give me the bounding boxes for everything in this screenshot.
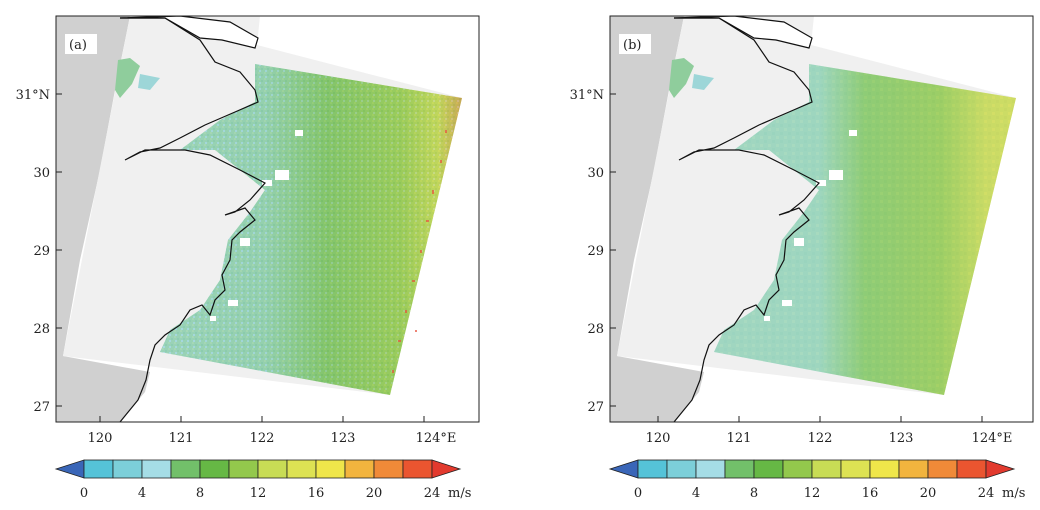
coastline [119, 17, 266, 422]
colorbar-segment [811, 459, 842, 479]
map-panel-a: (a) 31°N 30 29 28 27 120 121 122 123 124… [16, 15, 480, 501]
wind-field-texture [714, 64, 1016, 395]
land-area [610, 16, 704, 422]
x-tick-label: 120 [646, 431, 671, 446]
x-tick-label: 121 [169, 431, 194, 446]
colorbar-tick-label: 20 [366, 486, 383, 501]
x-tick-label: 123 [889, 431, 914, 446]
colorbar-segment [956, 459, 987, 479]
colorbar [608, 459, 1016, 479]
colorbar-unit: m/s [1002, 486, 1025, 501]
x-tick-label: 122 [250, 431, 275, 446]
map-frame [55, 15, 480, 423]
y-axis: 31°N 30 29 28 27 [570, 88, 616, 415]
y-tick-label: 27 [587, 400, 604, 415]
estuary-patch [115, 58, 140, 98]
wind-field-texture [160, 64, 462, 395]
x-tick-label: 124°E [416, 431, 457, 446]
colorbar-low-extend [608, 459, 639, 479]
y-tick-label: 28 [587, 322, 604, 337]
x-tick-label: 122 [808, 431, 833, 446]
colorbar-segment [753, 459, 784, 479]
land-area [56, 16, 150, 422]
x-tick-label: 121 [727, 431, 752, 446]
map-frame [609, 15, 1034, 423]
y-tick-label: 29 [33, 244, 50, 259]
coastline [673, 17, 820, 422]
y-tick-label: 31°N [570, 88, 604, 103]
colorbar-tick-label: 20 [920, 486, 937, 501]
colorbar-segment [286, 459, 317, 479]
colorbar-high-extend [431, 459, 462, 479]
colorbar-unit: m/s [448, 486, 471, 501]
colorbar-tick-label: 8 [750, 486, 758, 501]
colorbar-segment [315, 459, 346, 479]
island-speckles [210, 130, 303, 321]
estuary-patch-2 [692, 74, 714, 90]
y-tick-label: 27 [33, 400, 50, 415]
colorbar-segment [869, 459, 900, 479]
x-tick-label: 123 [331, 431, 356, 446]
colorbar-tick-label: 4 [692, 486, 700, 501]
y-tick-label: 28 [33, 322, 50, 337]
colorbar-segment [840, 459, 871, 479]
x-tick-label: 124°E [972, 431, 1013, 446]
colorbar-segment [637, 459, 668, 479]
colorbar-segment [898, 459, 929, 479]
colorbar-segment [141, 459, 172, 479]
colorbar-segment [83, 459, 114, 479]
colorbar-low-extend [54, 459, 85, 479]
estuary-patch-2 [138, 74, 160, 90]
colorbar-segment [927, 459, 958, 479]
y-tick-label: 30 [587, 166, 604, 181]
estuary-patch [669, 58, 694, 98]
colorbar-segment [402, 459, 433, 479]
colorbar-tick-label: 12 [250, 486, 267, 501]
map-panel-b: (b) 31°N 30 29 28 27 120 121 122 123 124… [570, 15, 1034, 501]
colorbar-tick-label: 16 [862, 486, 879, 501]
colorbar-segment [228, 459, 259, 479]
colorbar-segment [724, 459, 755, 479]
colorbar-tick-label: 4 [138, 486, 146, 501]
colorbar-segment [344, 459, 375, 479]
colorbar-ticks: 0 4 8 12 16 20 24 m/s [634, 486, 1026, 501]
island-outline [119, 16, 259, 49]
x-tick-label: 120 [88, 431, 113, 446]
y-tick-label: 29 [587, 244, 604, 259]
colorbar [54, 459, 462, 479]
y-axis: 31°N 30 29 28 27 [16, 88, 62, 415]
y-tick-label: 30 [33, 166, 50, 181]
x-axis: 120 121 122 123 124°E [88, 416, 457, 446]
x-axis: 120 121 122 123 124°E [646, 416, 1013, 446]
colorbar-segment [373, 459, 404, 479]
colorbar-segment [199, 459, 230, 479]
colorbar-tick-label: 12 [804, 486, 821, 501]
colorbar-segment [666, 459, 697, 479]
colorbar-segment [170, 459, 201, 479]
island-speckles [764, 130, 857, 321]
panel-label: (a) [69, 38, 87, 53]
colorbar-tick-label: 24 [424, 486, 441, 501]
colorbar-segment [782, 459, 813, 479]
colorbar-ticks: 0 4 8 12 16 20 24 m/s [80, 486, 472, 501]
colorbar-segment [695, 459, 726, 479]
colorbar-segment [257, 459, 288, 479]
y-tick-label: 31°N [16, 88, 50, 103]
colorbar-segment [112, 459, 143, 479]
colorbar-tick-label: 16 [308, 486, 325, 501]
colorbar-high-extend [985, 459, 1016, 479]
island-outline [673, 16, 813, 49]
panel-label: (b) [623, 38, 641, 53]
colorbar-tick-label: 24 [978, 486, 995, 501]
high-wind-speckles [392, 130, 447, 373]
colorbar-tick-label: 8 [196, 486, 204, 501]
colorbar-tick-label: 0 [634, 486, 642, 501]
colorbar-tick-label: 0 [80, 486, 88, 501]
